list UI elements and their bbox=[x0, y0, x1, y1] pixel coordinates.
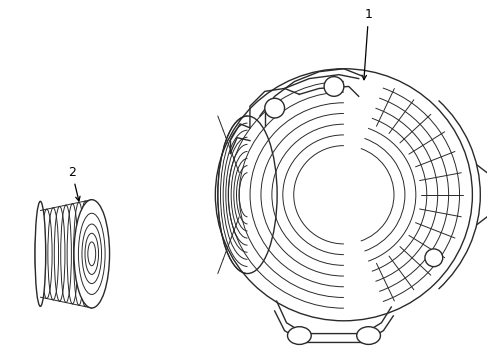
Ellipse shape bbox=[357, 327, 380, 345]
Ellipse shape bbox=[324, 77, 344, 96]
Text: 1: 1 bbox=[362, 8, 372, 80]
Text: 2: 2 bbox=[68, 166, 80, 201]
Ellipse shape bbox=[265, 98, 285, 118]
Ellipse shape bbox=[288, 327, 311, 345]
Ellipse shape bbox=[215, 69, 472, 321]
Ellipse shape bbox=[35, 201, 46, 306]
Ellipse shape bbox=[74, 200, 110, 308]
Ellipse shape bbox=[425, 249, 443, 267]
